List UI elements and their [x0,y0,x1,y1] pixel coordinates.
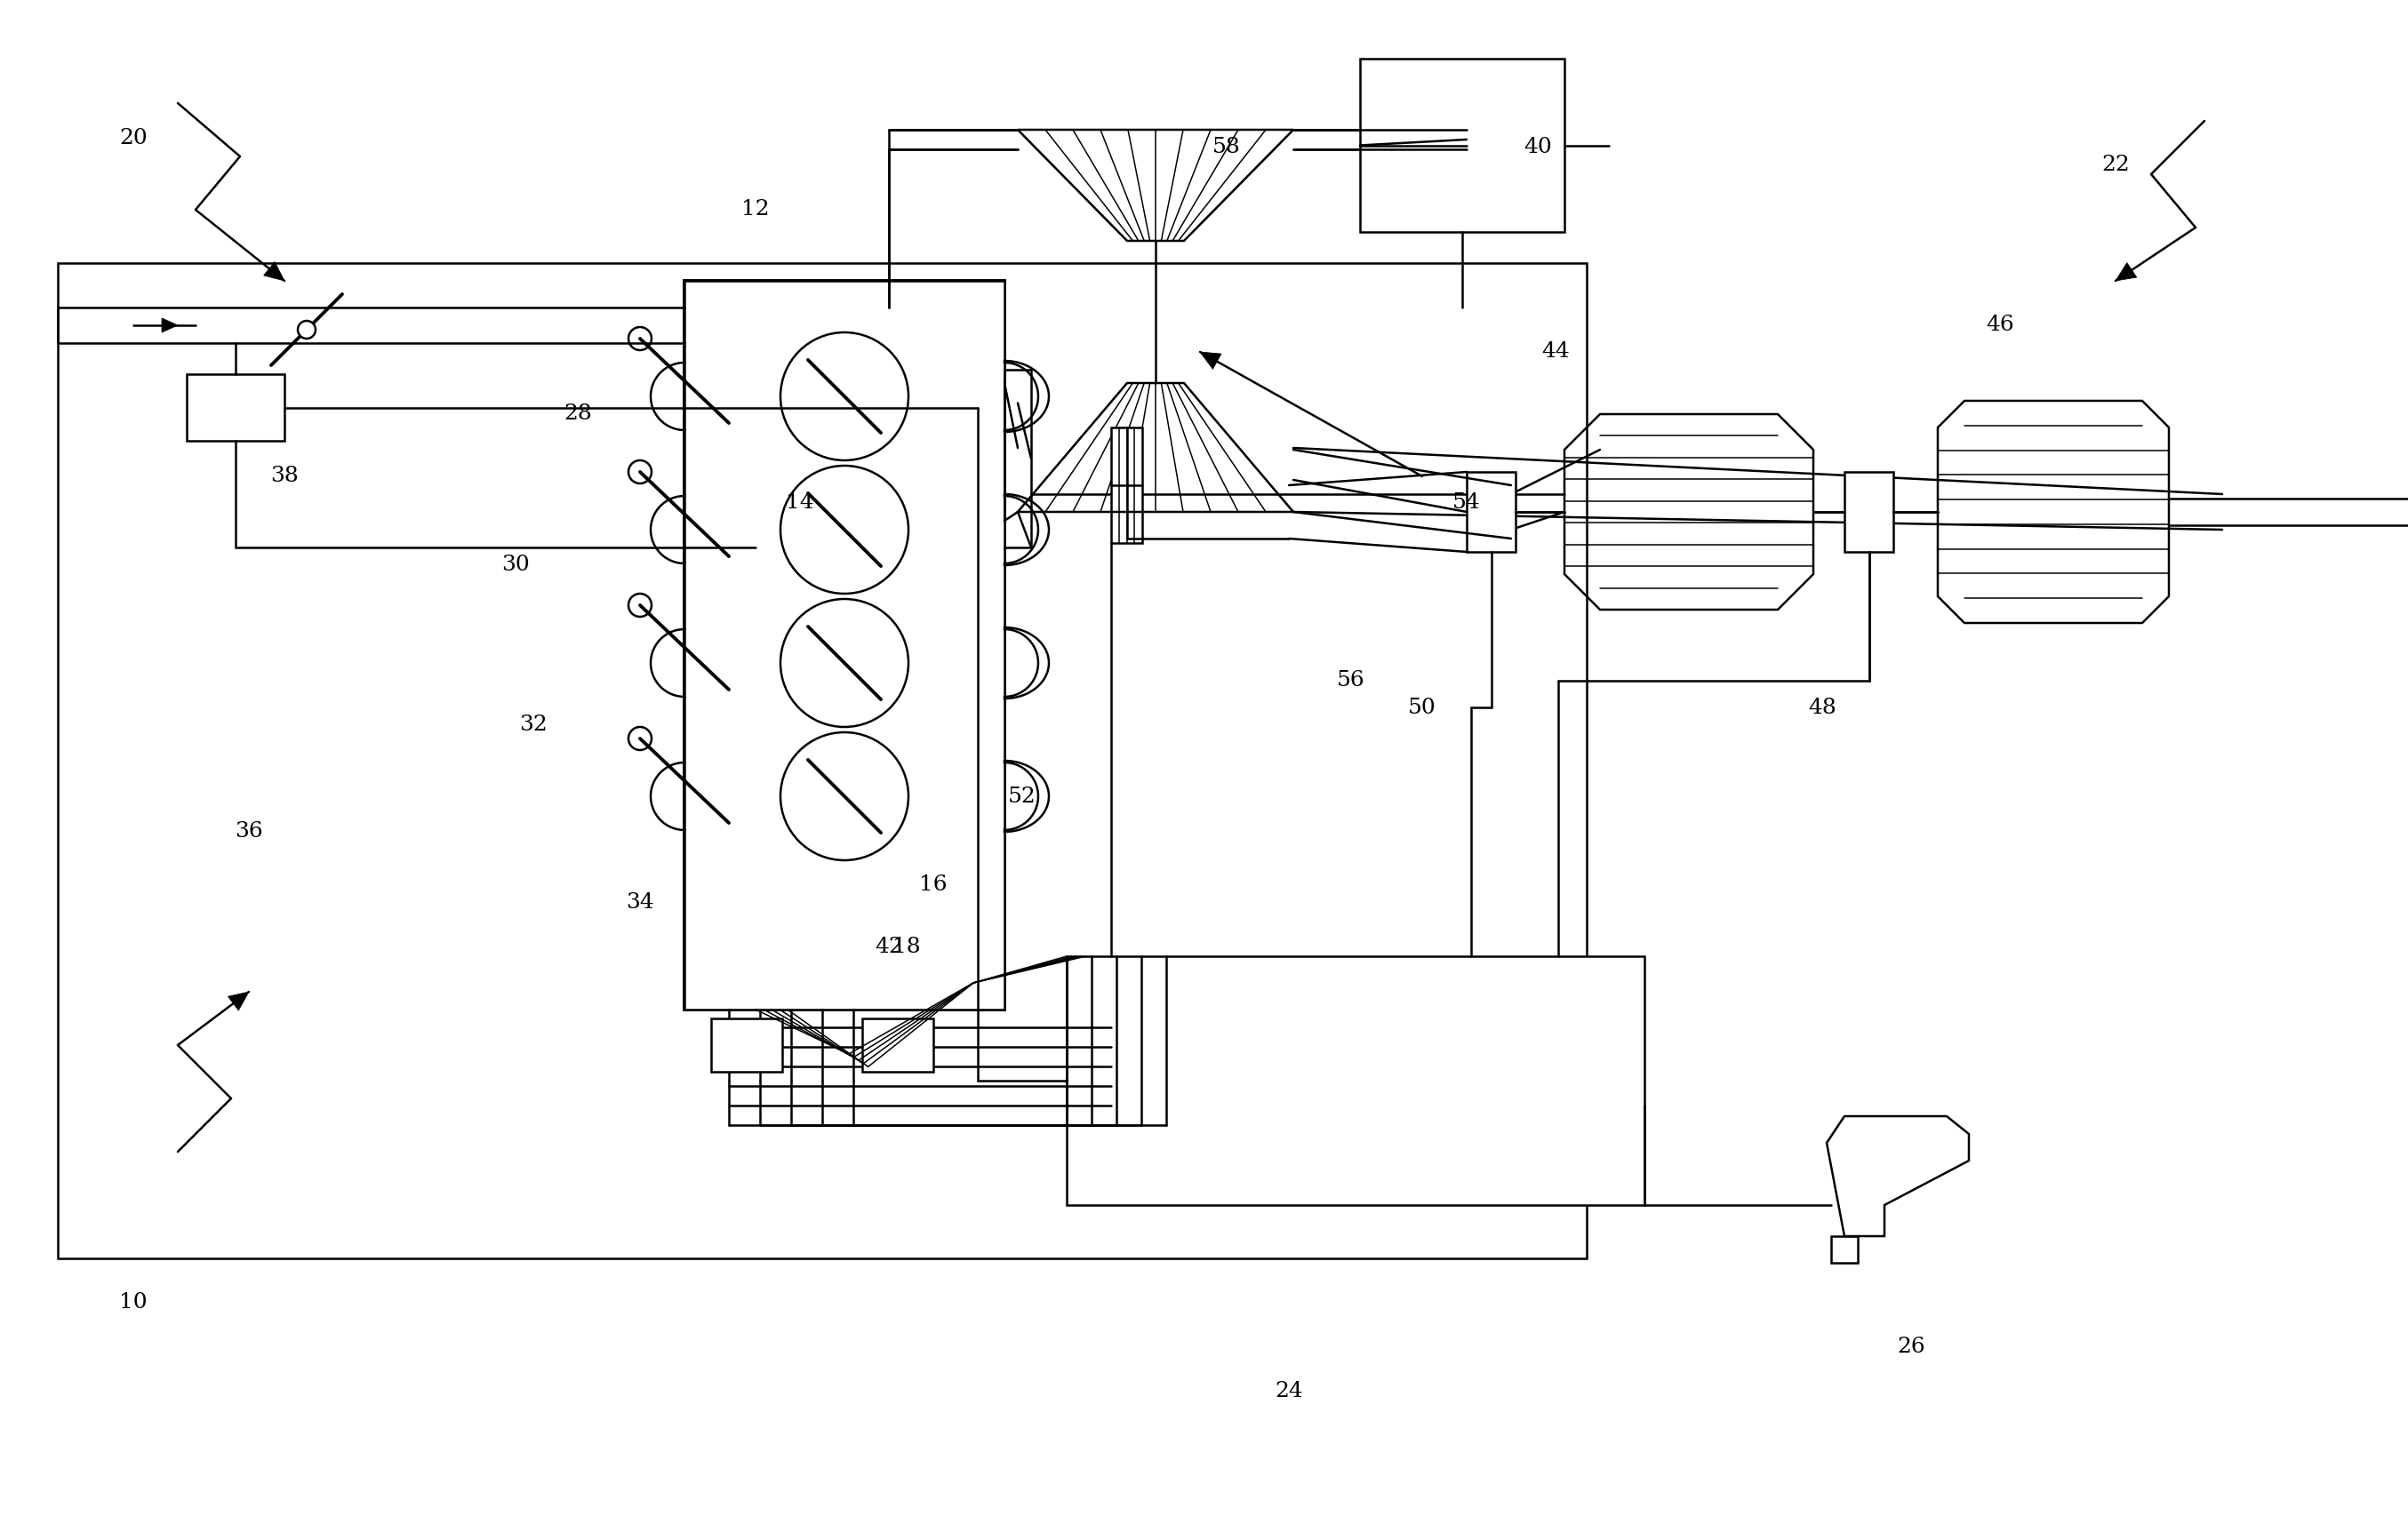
Bar [684,281,1004,1010]
Text: 12: 12 [742,200,771,220]
Text: 22: 22 [2102,156,2129,175]
Polygon shape [161,319,178,332]
Polygon shape [1199,352,1221,369]
Bar [1067,956,1645,1205]
Text: 52: 52 [1009,785,1035,807]
Bar [1466,471,1515,552]
Text: 10: 10 [120,1293,147,1313]
Bar [1845,471,1893,552]
Text: 50: 50 [1409,697,1435,718]
Text: 38: 38 [270,467,299,486]
Text: 40: 40 [1524,137,1551,157]
Text: 26: 26 [1898,1337,1926,1357]
Text: 24: 24 [1274,1382,1303,1401]
Text: 36: 36 [234,822,262,842]
Text: 30: 30 [501,555,530,575]
Bar [58,262,1587,1258]
Bar [1361,58,1565,232]
Text: 58: 58 [1214,137,1240,157]
Text: 16: 16 [920,875,946,895]
Bar [684,281,1004,1010]
Circle shape [299,320,315,339]
Text: 14: 14 [785,493,814,514]
Polygon shape [2117,262,2136,281]
Text: 44: 44 [1541,342,1570,361]
Text: 34: 34 [626,892,655,913]
Text: 18: 18 [893,938,920,958]
Text: 54: 54 [1452,493,1481,514]
Text: 20: 20 [120,128,147,149]
Bar [862,1019,934,1072]
Text: 28: 28 [563,404,592,424]
Bar [188,374,284,441]
Text: 42: 42 [874,938,903,958]
Text: 48: 48 [1808,697,1837,718]
Bar [1110,427,1141,543]
Text: 46: 46 [1987,316,2013,336]
Polygon shape [229,991,248,1011]
Bar [710,1019,783,1072]
Bar [1830,1237,1859,1263]
Text: 32: 32 [520,715,547,735]
Text: 56: 56 [1336,671,1365,691]
Polygon shape [265,262,284,281]
